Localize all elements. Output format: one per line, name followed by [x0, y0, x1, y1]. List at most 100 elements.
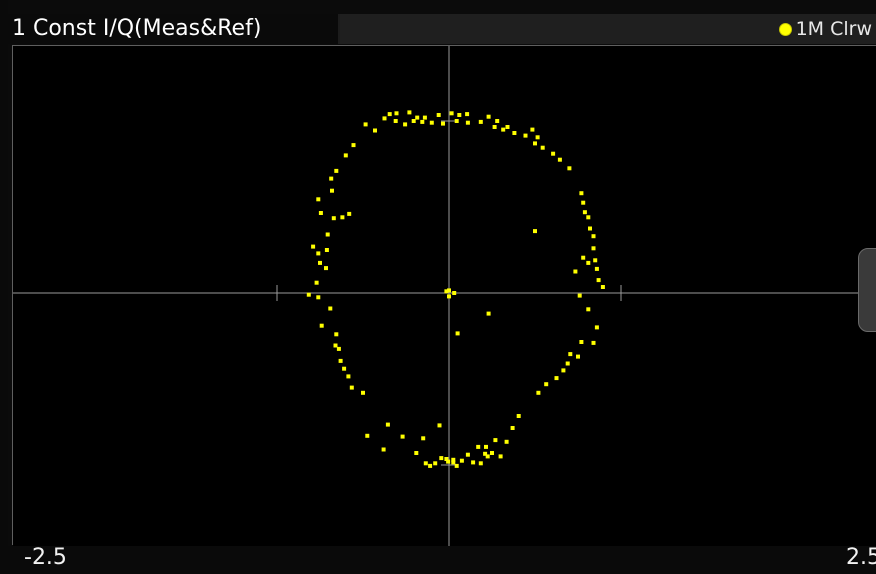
scatter-point	[591, 246, 596, 251]
scatter-point	[465, 120, 470, 125]
scatter-point	[446, 459, 451, 464]
scatter-point	[347, 211, 352, 216]
scatter-point	[429, 120, 434, 125]
scatter-point	[318, 260, 322, 265]
scatter-point	[452, 291, 457, 295]
x-axis-min-label: -2.5	[24, 545, 67, 570]
scatter-point	[483, 451, 488, 456]
scatter-point	[454, 119, 459, 123]
scatter-point	[476, 444, 481, 449]
plot-area[interactable]	[12, 45, 876, 546]
scatter-point	[318, 211, 323, 215]
scatter-point	[334, 168, 339, 173]
scatter-point	[557, 157, 562, 162]
x-axis-bar	[8, 546, 876, 574]
scatter-point	[561, 368, 566, 373]
scatter-point	[433, 461, 438, 466]
scatter-point	[325, 232, 330, 237]
scatter-point	[593, 258, 598, 263]
scatter-point	[591, 340, 596, 345]
scatter-point	[316, 295, 321, 300]
scatter-point	[551, 151, 556, 156]
scatter-point	[493, 438, 498, 443]
scatter-point	[492, 125, 497, 129]
scatter-point	[504, 439, 509, 444]
scatter-point	[411, 119, 416, 123]
scatter-point	[465, 452, 470, 457]
scatter-point	[568, 352, 573, 357]
scatter-point	[415, 115, 420, 120]
scatter-point	[330, 188, 334, 193]
scatter-point	[449, 111, 454, 116]
scatter-point	[471, 460, 476, 465]
scatter-point	[485, 454, 490, 459]
scatter-point	[387, 112, 392, 117]
scatter-point	[311, 244, 316, 249]
scatter-point	[567, 166, 572, 171]
scatter-point	[422, 115, 427, 120]
scatter-point	[498, 454, 503, 459]
scatter-point	[373, 128, 377, 133]
plot-background	[13, 46, 876, 546]
reference-marks	[269, 113, 629, 473]
scatter-point	[594, 266, 599, 271]
scatter-point	[319, 323, 324, 328]
scatter-point	[581, 255, 586, 260]
window-title: 1 Const I/Q(Meas&Ref)	[12, 16, 262, 41]
scatter-point	[333, 343, 338, 348]
trace-label: 1M Clrw	[795, 18, 872, 40]
scatter-point	[465, 112, 470, 117]
scatter-point	[565, 361, 570, 366]
scatter-point	[447, 294, 451, 299]
scatter-point	[437, 423, 442, 428]
scatter-point	[420, 119, 425, 124]
scatter-point	[594, 325, 599, 330]
scatter-point	[586, 215, 591, 220]
scatter-point	[343, 153, 348, 158]
scatter-point	[381, 447, 386, 452]
scatter-point	[336, 346, 341, 351]
scatter-point	[414, 451, 419, 455]
window-title-tab[interactable]	[8, 14, 340, 44]
scatter-point	[349, 385, 354, 390]
scatter-point	[581, 200, 586, 205]
scatter-point	[454, 463, 459, 468]
x-axis-max-label: 2.5	[846, 545, 876, 570]
scatter-point	[331, 216, 336, 221]
scatter-point	[451, 457, 456, 462]
scatter-point	[423, 461, 428, 466]
scatter-point	[382, 116, 387, 121]
scatter-point	[501, 127, 506, 132]
scatter-point	[582, 210, 587, 215]
scatter-point	[484, 444, 488, 449]
scatter-point	[324, 266, 328, 271]
scatter-points	[306, 110, 605, 468]
scatter-point	[306, 292, 311, 297]
scatter-point	[403, 122, 408, 127]
scatter-point	[540, 145, 545, 150]
scatter-point	[478, 119, 483, 124]
scatter-point	[486, 114, 491, 119]
scatter-point	[334, 332, 339, 337]
scatter-point	[316, 197, 321, 202]
scatter-point	[544, 382, 549, 387]
scatter-point	[533, 229, 537, 234]
scatter-point	[505, 125, 510, 129]
scatter-point	[586, 260, 591, 265]
scatter-point	[351, 143, 356, 148]
trace-legend[interactable]: 1M Clrw	[778, 16, 872, 42]
scatter-point	[579, 340, 584, 344]
side-panel-handle[interactable]	[858, 248, 876, 332]
scatter-point	[512, 131, 517, 135]
scatter-point	[451, 460, 456, 465]
scatter-point	[459, 458, 464, 463]
scatter-point	[530, 127, 535, 132]
scatter-point	[342, 366, 347, 371]
scatter-point	[533, 141, 537, 146]
scatter-point	[340, 215, 345, 220]
scatter-point	[400, 434, 405, 439]
scatter-point	[444, 457, 449, 461]
trace-color-dot-icon	[778, 22, 792, 36]
scatter-point	[444, 289, 449, 294]
